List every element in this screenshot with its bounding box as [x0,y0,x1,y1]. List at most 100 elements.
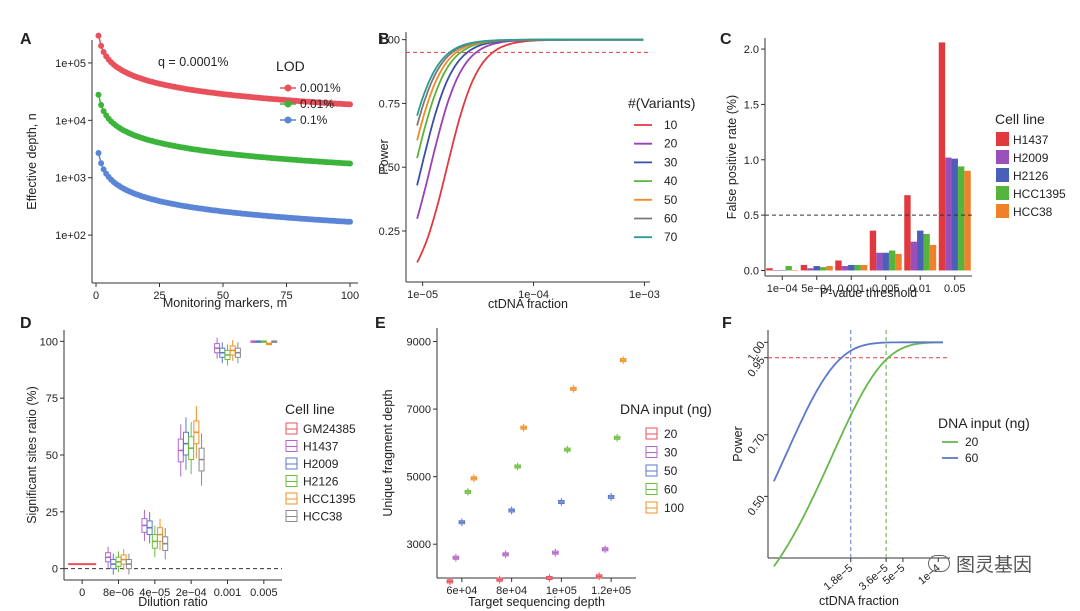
c-xtick-label: 0.01 [910,283,931,295]
e-xtick-label: 1.2e+05 [591,585,631,597]
d-ytick-label: 0 [52,564,58,576]
c-bar-H2126-0.005 [882,252,889,271]
watermark-text: 图灵基因 [955,554,1032,576]
b-legend-label-10: 10 [664,118,678,132]
a-line-0.001% [97,35,351,106]
f-curve-60 [773,341,943,482]
f-legend-title: DNA input (ng) [938,415,1030,431]
c-bar-H1437-0.05 [938,42,946,271]
b-legend-label-40: 40 [664,174,678,188]
d-y-title: Significant sites ratio (%) [25,386,39,524]
a-xtick-label: 0 [93,290,99,302]
c-bar-H2009-1e−04 [772,270,780,271]
e-legend-label-60: 60 [664,483,678,497]
d-legend-label-HCC1395: HCC1395 [303,492,356,506]
c-bar-H1437-0.001 [835,260,842,271]
c-bar-HCC1395-5e−04 [819,267,827,271]
e-xtick-label: 6e+04 [446,585,477,597]
d-xtick-label: 0.005 [250,587,278,599]
b-y-title: Power [377,139,391,174]
c-xtick-label: 5e−04 [801,283,832,295]
a-y-title: Effective depth, n [25,113,39,209]
a-x-title: Monitoring markers, m [163,296,287,310]
panel-label-A: A [20,31,32,48]
watermark: 图灵基因 [927,550,1032,577]
c-bar-HCC38-0.001 [860,264,868,271]
c-bar-H2009-0.001 [841,266,849,271]
c-bar-H2126-5e−04 [813,266,820,271]
a-legend-dot-0.01% [284,100,292,108]
c-legend-label-HCC1395: HCC1395 [1013,187,1066,201]
c-ytick-label: 2.0 [744,44,759,56]
d-xtick-label: 0.001 [214,587,242,599]
e-ytick-label: 3000 [407,539,431,551]
a-ytick-label: 1e+03 [55,173,86,185]
a-xtick-label: 50 [217,290,229,302]
d-xtick-label: 2e−04 [176,587,207,599]
c-bar-H1437-1e−04 [766,268,773,271]
e-legend-title: DNA input (ng) [620,401,712,417]
b-legend-label-20: 20 [664,137,678,151]
a-annotation: q = 0.0001% [158,55,229,69]
e-legend-label-50: 50 [664,464,678,478]
d-legend-label-GM24385: GM24385 [303,422,356,436]
f-y-title: Power [731,426,745,461]
c-bar-HCC38-0.01 [929,245,937,271]
c-y-title: False positive rate (%) [725,95,739,219]
d-legend-label-H1437: H1437 [303,440,339,454]
c-bar-HCC38-0.05 [964,170,971,271]
panel-label-F: F [722,315,732,332]
b-ytick-label: 0.75 [379,98,400,110]
c-bar-H2009-0.05 [945,157,952,271]
d-ytick-label: 100 [40,336,58,348]
c-legend-label-H2009: H2009 [1013,151,1049,165]
b-xtick-label: 1e−04 [518,289,549,301]
c-bar-HCC1395-1e−04 [785,266,792,271]
c-bar-H2009-5e−04 [807,268,814,271]
d-xtick-label: 0 [79,587,85,599]
c-legend-label-H1437: H1437 [1013,133,1049,147]
b-legend-label-50: 50 [664,193,678,207]
c-legend-label-HCC38: HCC38 [1013,205,1053,219]
e-ytick-label: 7000 [407,404,431,416]
b-curve-50 [416,38,644,141]
wechat-icon [927,555,950,572]
panel-label-C: C [720,31,732,48]
e-ytick-label: 9000 [407,337,431,349]
d-legend-label-H2009: H2009 [303,457,339,471]
panel-label-E: E [375,315,386,332]
e-ytick-label: 5000 [407,472,431,484]
b-x-title: ctDNA fraction [488,297,568,311]
c-bar-H2126-1e−04 [779,270,786,271]
b-ytick-label: 1.00 [379,35,400,47]
c-bar-H2126-0.05 [951,158,958,271]
a-xtick-label: 100 [341,290,359,302]
a-legend-label-0.001%: 0.001% [300,81,341,95]
e-y-title: Unique fragment depth [381,389,395,516]
b-legend-label-70: 70 [664,230,678,244]
a-legend-label-0.1%: 0.1% [300,113,328,127]
d-xtick-label: 4e−05 [139,587,170,599]
c-bar-H2009-0.005 [876,252,883,271]
b-legend-title: #(Variants) [628,95,695,111]
panel-label-D: D [20,315,32,332]
d-legend-label-H2126: H2126 [303,475,339,489]
b-ytick-label: 0.50 [379,162,400,174]
e-xtick-label: 8e+04 [496,585,527,597]
d-ytick-label: 50 [46,450,58,462]
b-curve-70 [416,38,644,116]
c-bar-HCC1395-0.005 [888,250,896,271]
c-legend-title: Cell line [995,111,1045,127]
f-curve-20 [773,341,943,567]
e-legend-label-20: 20 [664,427,678,441]
c-bar-H1437-0.01 [904,195,911,271]
e-xtick-label: 1e+05 [546,585,577,597]
c-bar-H2126-0.001 [848,264,855,271]
b-ytick-label: 0.25 [379,226,400,238]
c-xtick-label: 1e−04 [767,283,798,295]
a-line-0.01% [97,94,351,165]
c-ytick-label: 1.5 [744,99,759,111]
a-legend-label-0.01%: 0.01% [300,97,334,111]
d-x-title: Dilution ratio [138,595,208,609]
